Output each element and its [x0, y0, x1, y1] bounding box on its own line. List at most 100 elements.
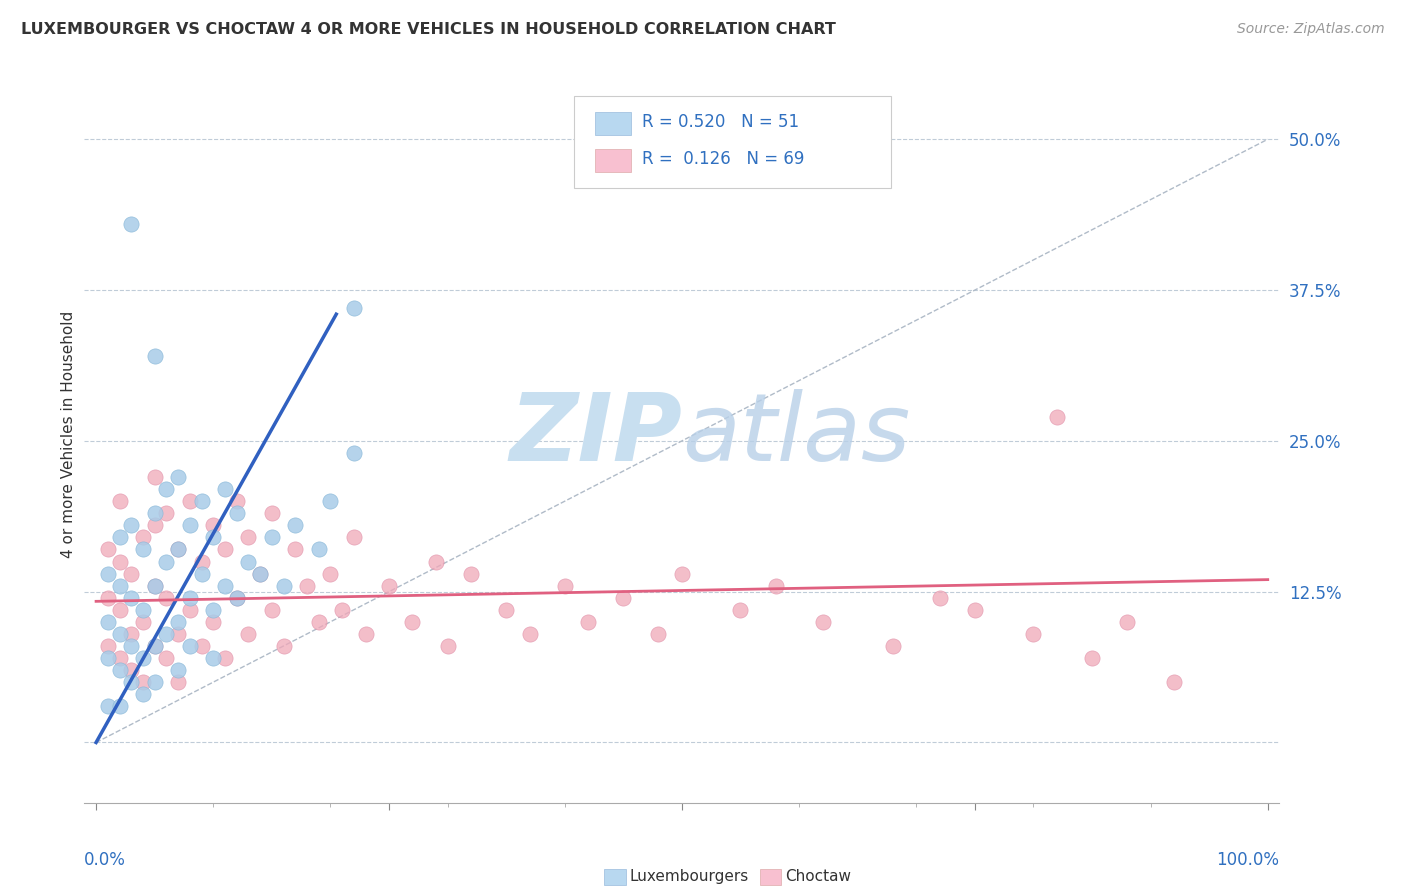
- Point: [238, 555, 260, 569]
- Point: [425, 555, 447, 569]
- Point: [108, 651, 131, 665]
- Point: [225, 591, 247, 605]
- Point: [319, 566, 342, 581]
- Point: [495, 603, 517, 617]
- Point: [167, 542, 190, 557]
- Text: Choctaw: Choctaw: [785, 869, 851, 884]
- Point: [143, 579, 166, 593]
- Point: [249, 566, 271, 581]
- Point: [108, 663, 131, 677]
- Text: Luxembourgers: Luxembourgers: [630, 869, 748, 884]
- Point: [120, 627, 142, 641]
- Point: [202, 518, 225, 533]
- Point: [167, 470, 190, 484]
- Point: [260, 506, 283, 520]
- Point: [120, 566, 142, 581]
- Point: [295, 579, 318, 593]
- Point: [120, 518, 142, 533]
- Point: [179, 639, 201, 653]
- Text: Source: ZipAtlas.com: Source: ZipAtlas.com: [1237, 22, 1385, 37]
- Point: [108, 699, 131, 714]
- Point: [120, 591, 142, 605]
- Point: [202, 603, 225, 617]
- Point: [190, 494, 212, 508]
- Point: [167, 542, 190, 557]
- Point: [190, 566, 212, 581]
- Point: [273, 579, 295, 593]
- Point: [308, 615, 330, 629]
- Point: [1046, 409, 1069, 424]
- Point: [519, 627, 541, 641]
- Point: [97, 615, 120, 629]
- Point: [671, 566, 693, 581]
- Point: [1163, 675, 1185, 690]
- Text: ZIP: ZIP: [509, 389, 682, 481]
- Point: [882, 639, 904, 653]
- Point: [260, 530, 283, 544]
- Point: [120, 217, 142, 231]
- Point: [167, 675, 190, 690]
- Point: [190, 639, 212, 653]
- Point: [97, 699, 120, 714]
- Point: [284, 542, 307, 557]
- Point: [97, 639, 120, 653]
- Point: [179, 603, 201, 617]
- Point: [401, 615, 423, 629]
- Point: [155, 651, 177, 665]
- Point: [143, 675, 166, 690]
- FancyBboxPatch shape: [595, 149, 630, 172]
- Point: [436, 639, 458, 653]
- Point: [343, 446, 366, 460]
- Point: [167, 627, 190, 641]
- Point: [963, 603, 986, 617]
- Point: [143, 470, 166, 484]
- Point: [97, 651, 120, 665]
- Point: [132, 651, 155, 665]
- Point: [576, 615, 599, 629]
- Point: [132, 675, 155, 690]
- Text: LUXEMBOURGER VS CHOCTAW 4 OR MORE VEHICLES IN HOUSEHOLD CORRELATION CHART: LUXEMBOURGER VS CHOCTAW 4 OR MORE VEHICL…: [21, 22, 837, 37]
- Point: [225, 591, 247, 605]
- Point: [225, 506, 247, 520]
- Text: atlas: atlas: [682, 389, 910, 481]
- Point: [765, 579, 787, 593]
- Point: [120, 639, 142, 653]
- Point: [108, 603, 131, 617]
- Point: [108, 494, 131, 508]
- Point: [214, 542, 236, 557]
- Point: [214, 482, 236, 496]
- Point: [378, 579, 401, 593]
- FancyBboxPatch shape: [595, 112, 630, 136]
- Point: [97, 591, 120, 605]
- Point: [554, 579, 576, 593]
- Point: [330, 603, 353, 617]
- Point: [1022, 627, 1045, 641]
- Point: [108, 555, 131, 569]
- Point: [343, 530, 366, 544]
- Point: [143, 579, 166, 593]
- Point: [214, 651, 236, 665]
- Point: [132, 615, 155, 629]
- Point: [612, 591, 634, 605]
- Point: [343, 301, 366, 315]
- Point: [143, 518, 166, 533]
- Point: [143, 639, 166, 653]
- Text: R = 0.520   N = 51: R = 0.520 N = 51: [643, 113, 800, 131]
- Point: [1081, 651, 1104, 665]
- Text: 0.0%: 0.0%: [84, 851, 127, 869]
- FancyBboxPatch shape: [605, 869, 626, 885]
- Point: [202, 651, 225, 665]
- Point: [108, 530, 131, 544]
- Point: [155, 506, 177, 520]
- Point: [108, 627, 131, 641]
- Point: [319, 494, 342, 508]
- Point: [155, 627, 177, 641]
- Point: [225, 494, 247, 508]
- Text: R =  0.126   N = 69: R = 0.126 N = 69: [643, 150, 804, 168]
- Point: [202, 615, 225, 629]
- Point: [132, 687, 155, 701]
- Point: [155, 482, 177, 496]
- Point: [647, 627, 669, 641]
- FancyBboxPatch shape: [759, 869, 782, 885]
- Point: [97, 542, 120, 557]
